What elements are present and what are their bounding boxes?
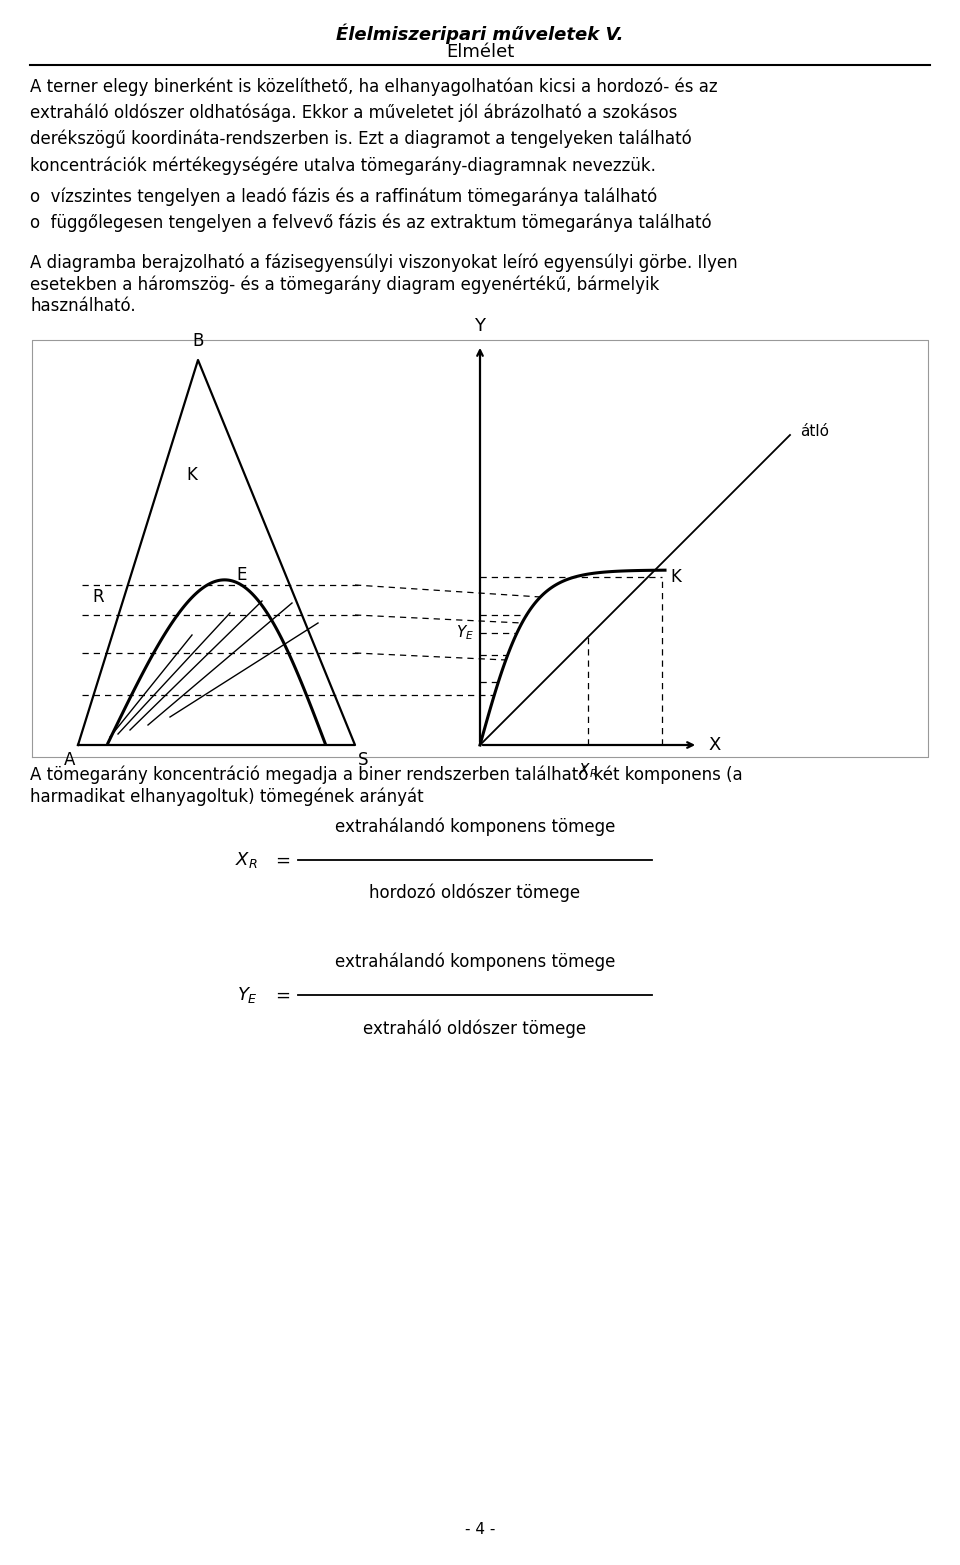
Text: átló: átló [800, 424, 829, 440]
Text: o  függőlegesen tengelyen a felvevő fázis és az extraktum tömegaránya található: o függőlegesen tengelyen a felvevő fázis… [30, 213, 711, 232]
Text: A diagramba berajzolható a fázisegyensúlyi viszonyokat leíró egyensúlyi görbe. I: A diagramba berajzolható a fázisegyensúl… [30, 254, 737, 271]
Text: $X_R$: $X_R$ [578, 761, 598, 779]
Text: használható.: használható. [30, 297, 135, 315]
Text: K: K [186, 466, 198, 484]
Text: extrahálandó komponens tömege: extrahálandó komponens tömege [335, 817, 615, 836]
Text: Y: Y [474, 318, 486, 335]
Text: extraháló oldószer tömege: extraháló oldószer tömege [364, 1019, 587, 1038]
Text: E: E [237, 567, 247, 584]
Text: $Y_E$: $Y_E$ [456, 623, 474, 642]
Text: extrahálandó komponens tömege: extrahálandó komponens tömege [335, 953, 615, 970]
Text: Élelmiszeripari műveletek V.: Élelmiszeripari műveletek V. [336, 23, 624, 44]
Text: B: B [192, 332, 204, 351]
Text: S: S [358, 751, 369, 768]
Text: $=$: $=$ [272, 986, 291, 1005]
Text: Elmélet: Elmélet [445, 42, 515, 61]
Text: - 4 -: - 4 - [465, 1523, 495, 1537]
Text: $=$: $=$ [272, 851, 291, 869]
Text: R: R [92, 588, 104, 606]
Text: K: K [670, 568, 681, 585]
Text: esetekben a háromszög- és a tömegarány diagram egyenértékű, bármelyik: esetekben a háromszög- és a tömegarány d… [30, 275, 660, 294]
Text: hordozó oldószer tömege: hordozó oldószer tömege [370, 884, 581, 903]
Text: $X_R$: $X_R$ [235, 850, 258, 870]
Text: A tömegarány koncentráció megadja a biner rendszerben található két komponens (a: A tömegarány koncentráció megadja a bine… [30, 765, 743, 784]
Text: A terner elegy binerként is közelíthető, ha elhanyagolhatóan kicsi a hordozó- és: A terner elegy binerként is közelíthető,… [30, 77, 718, 175]
Text: A: A [64, 751, 76, 768]
Text: o  vízszintes tengelyen a leadó fázis és a raffinátum tömegaránya található: o vízszintes tengelyen a leadó fázis és … [30, 186, 658, 205]
Text: $Y_E$: $Y_E$ [237, 984, 258, 1005]
Text: harmadikat elhanyagoltuk) tömegének arányát: harmadikat elhanyagoltuk) tömegének arán… [30, 787, 423, 806]
Text: X: X [708, 736, 720, 754]
